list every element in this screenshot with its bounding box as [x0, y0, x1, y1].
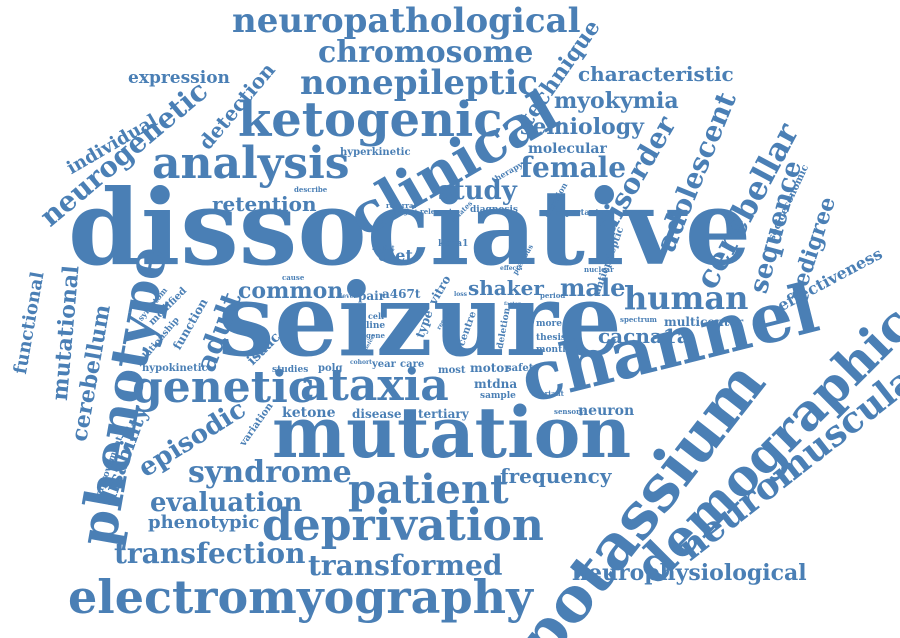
- word-polg: polg: [318, 363, 343, 374]
- word-analysis: analysis: [152, 138, 350, 189]
- word-molecular: molecular: [528, 141, 607, 157]
- word-year: year: [372, 359, 396, 370]
- word-describe: describe: [294, 185, 328, 194]
- word-gene: gene: [366, 331, 385, 340]
- word-level: level: [340, 293, 356, 300]
- word-loss: loss: [454, 291, 468, 298]
- word-diagnosis: diagnosis: [470, 205, 518, 215]
- word-syndrome: syndrome: [188, 455, 352, 490]
- word-care: care: [400, 359, 425, 370]
- word-studies: studies: [272, 365, 309, 375]
- word-functional: functional: [9, 270, 49, 376]
- word-nuclear: nuclear: [584, 265, 614, 274]
- word-cause: cause: [282, 273, 305, 282]
- word-thesis: thesis: [536, 333, 566, 343]
- word-retention: retention: [212, 192, 317, 216]
- word-diet: diet: [378, 246, 413, 265]
- word-chromosome: chromosome: [318, 35, 534, 70]
- word-phenotypic: phenotypic: [148, 512, 260, 533]
- word-myokymia: myokymia: [554, 88, 679, 114]
- word-sensory: sensory: [554, 407, 584, 416]
- word-evaluation: evaluation: [150, 488, 303, 518]
- word-seizure: seizure: [218, 261, 622, 379]
- word-ketogenic: ketogenic: [238, 92, 503, 148]
- word-more: more: [536, 319, 562, 329]
- word-effects: effects: [500, 265, 523, 272]
- word-mtdna: mtdna: [474, 377, 518, 391]
- word-common: common: [238, 278, 344, 304]
- word-largest: largest: [394, 209, 418, 216]
- word-relevant: relevant: [420, 207, 453, 216]
- word-kcna1: kcna1: [438, 239, 469, 249]
- word-motor: motor: [470, 361, 511, 375]
- word-multicenter: multicenter: [664, 315, 744, 329]
- word-nonepileptic: nonepileptic: [300, 63, 539, 103]
- word-pair: pair: [358, 289, 386, 303]
- word-patient: patient: [348, 466, 509, 513]
- word-factor: factor: [504, 301, 521, 307]
- word-tertiary: tertiary: [418, 407, 469, 421]
- word-spectrum: spectrum: [620, 315, 657, 324]
- word-neuron: neuron: [578, 403, 635, 419]
- word-dissociative: dissociative: [68, 166, 752, 289]
- word-hyperkinetic: hyperkinetic: [340, 147, 411, 158]
- word-ketone: ketone: [282, 405, 336, 421]
- word-frequency: frequency: [500, 464, 612, 488]
- word-human: human: [624, 279, 749, 317]
- word-transfection: transfection: [114, 537, 306, 570]
- word-cell: cell: [368, 311, 385, 321]
- word-most: most: [438, 365, 466, 376]
- word-characteristic: characteristic: [578, 62, 734, 86]
- word-disease: disease: [352, 407, 402, 421]
- word-inhibit: inhibit: [372, 245, 395, 252]
- word-expression: expression: [128, 68, 230, 88]
- word-important: important: [554, 207, 600, 217]
- word-neurophysiological: neurophysiological: [572, 560, 807, 586]
- word-transformed: transformed: [308, 549, 503, 582]
- word-safety: safety: [506, 363, 540, 374]
- word-cohort: cohort: [350, 359, 372, 366]
- word-male: male: [560, 273, 626, 302]
- word-female: female: [520, 151, 627, 184]
- word-referral: referral: [386, 201, 417, 210]
- word-cacna1a: cacna1a: [598, 324, 690, 348]
- word-month: month: [536, 345, 569, 355]
- word-hypokinetic: hypokinetic: [142, 363, 208, 374]
- word-deprivation: deprivation: [262, 500, 544, 551]
- word-line: line: [366, 321, 386, 331]
- word-variant: variant: [536, 389, 564, 398]
- word-genetic: genetic: [132, 362, 315, 413]
- word-sample: sample: [480, 391, 516, 401]
- word-electromyography: electromyography: [68, 570, 533, 624]
- word-a467t: a467t: [382, 287, 421, 301]
- word-mutation: mutation: [272, 391, 632, 474]
- word-ataxia: ataxia: [300, 360, 449, 411]
- word-semiology: semiology: [520, 114, 644, 140]
- word-period: period: [540, 291, 566, 300]
- word-neuropathological: neuropathological: [232, 1, 581, 41]
- word-study: study: [438, 176, 517, 206]
- word-shaker: shaker: [468, 276, 544, 300]
